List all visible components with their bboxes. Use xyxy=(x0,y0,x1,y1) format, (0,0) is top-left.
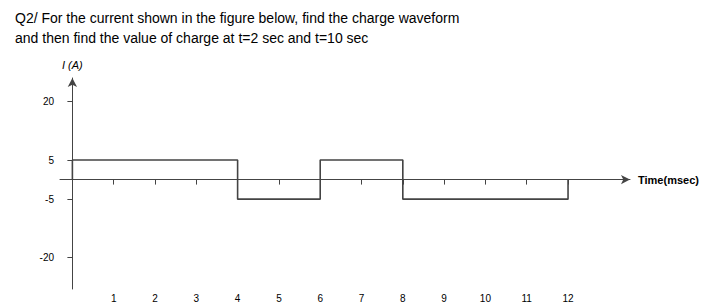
svg-text:-5: -5 xyxy=(45,194,54,205)
svg-text:-20: -20 xyxy=(40,252,55,263)
svg-text:7: 7 xyxy=(359,293,365,303)
svg-text:3: 3 xyxy=(194,293,200,303)
svg-text:and then find the value of cha: and then find the value of charge at t=2… xyxy=(15,30,368,46)
svg-text:5: 5 xyxy=(48,155,54,166)
svg-text:10: 10 xyxy=(480,293,492,303)
svg-text:5: 5 xyxy=(276,293,282,303)
svg-text:6: 6 xyxy=(317,293,323,303)
svg-text:9: 9 xyxy=(441,293,447,303)
svg-text:Time(msec): Time(msec) xyxy=(638,174,699,186)
svg-text:8: 8 xyxy=(400,293,406,303)
svg-text:I (A): I (A) xyxy=(62,59,83,71)
svg-text:11: 11 xyxy=(522,293,533,303)
svg-text:20: 20 xyxy=(43,96,55,107)
svg-text:12: 12 xyxy=(562,293,574,303)
svg-text:Q2/ For the current shown in t: Q2/ For the current shown in the figure … xyxy=(15,10,459,26)
svg-text:1: 1 xyxy=(111,293,117,303)
svg-text:4: 4 xyxy=(235,293,241,303)
svg-text:2: 2 xyxy=(152,293,158,303)
